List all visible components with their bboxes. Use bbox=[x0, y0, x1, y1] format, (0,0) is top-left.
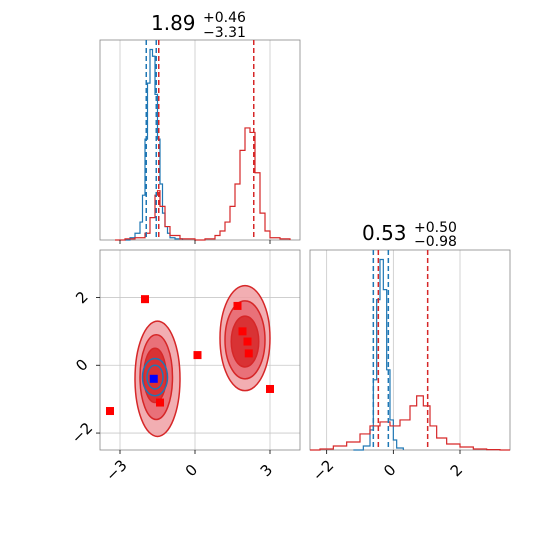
joint-y-tick-label-1: 0 bbox=[72, 356, 91, 375]
blue-density-contour-1 bbox=[146, 364, 164, 390]
title-1-minus: −3.31 bbox=[203, 25, 246, 41]
title-2-value: 0.53 bbox=[362, 221, 407, 245]
red-sample-marker-8 bbox=[266, 384, 274, 393]
histogram-series-0-0 bbox=[125, 48, 184, 241]
title-1-value: 1.89 bbox=[151, 11, 196, 35]
title-2-plus: +0.50 bbox=[414, 220, 457, 236]
red-sample-marker-2 bbox=[156, 398, 164, 407]
red-sample-marker-6 bbox=[243, 337, 252, 346]
blue-density-contour-0 bbox=[141, 357, 169, 397]
title-param-2: 0.53 +0.50 −0.98 bbox=[362, 220, 457, 250]
marginal-histogram-1 bbox=[99, 39, 301, 244]
marginal-histogram-2: −2 0 2 bbox=[309, 249, 511, 485]
x-tick-label-1-0: −2 bbox=[309, 456, 337, 484]
joint-y-tick-label-2: 2 bbox=[72, 288, 91, 307]
panel-frame-1 bbox=[309, 249, 511, 451]
red-sample-marker-4 bbox=[233, 301, 242, 310]
histogram-series-1-0 bbox=[353, 258, 404, 451]
red-sample-marker-7 bbox=[244, 349, 253, 358]
joint-x-tick-label-2: 3 bbox=[257, 461, 276, 480]
histogram-series-1-1 bbox=[310, 395, 510, 451]
x-tick-label-1-1: 0 bbox=[380, 461, 399, 480]
joint-density-panel: −3 0 3 −2 0 2 bbox=[68, 249, 301, 485]
joint-x-tick-label-0: −3 bbox=[102, 456, 130, 484]
red-sample-marker-1 bbox=[106, 407, 114, 416]
blue-sample-marker-0 bbox=[149, 374, 158, 383]
red-sample-marker-0 bbox=[141, 295, 149, 304]
red-sample-marker-5 bbox=[238, 327, 247, 336]
title-param-1: 1.89 +0.46 −3.31 bbox=[151, 10, 246, 41]
histogram-series-0-1 bbox=[115, 127, 291, 241]
title-2-minus: −0.98 bbox=[414, 234, 457, 250]
title-1-plus: +0.46 bbox=[203, 10, 246, 26]
joint-y-tick-label-0: −2 bbox=[68, 419, 96, 447]
joint-panel-frame bbox=[99, 249, 301, 451]
x-tick-label-1-2: 2 bbox=[447, 461, 466, 480]
joint-x-tick-label-1: 0 bbox=[182, 461, 201, 480]
red-sample-marker-3 bbox=[193, 351, 202, 360]
